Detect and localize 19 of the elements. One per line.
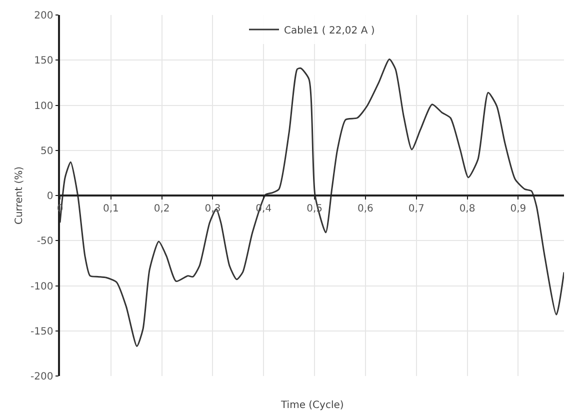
y-tick-label: 50 [40, 146, 54, 157]
x-tick-label: 0,8 [459, 203, 476, 214]
y-tick-label: 150 [34, 56, 54, 67]
y-axis-title: Current (%) [14, 166, 26, 225]
y-tick-label: 100 [34, 100, 54, 112]
legend-label: Cable1 ( 22,02 A ) [284, 25, 375, 36]
x-tick-label: 0,1 [102, 203, 119, 214]
y-tick-label: -100 [30, 281, 54, 292]
x-axis-title: Time (Cycle) [280, 400, 344, 411]
y-tick-label: -50 [36, 236, 54, 248]
x-tick-label: 0,2 [154, 203, 170, 214]
x-tick-label: 0,3 [204, 203, 221, 214]
y-tick-label: -200 [30, 372, 54, 382]
x-tick-label: 0,7 [408, 203, 424, 214]
y-tick-label: 200 [34, 10, 54, 22]
x-tick-label: 0,9 [510, 203, 526, 214]
y-tick-label: 0 [46, 191, 54, 202]
y-tick-label: -150 [30, 326, 54, 338]
x-tick-label: 0,6 [357, 203, 374, 214]
